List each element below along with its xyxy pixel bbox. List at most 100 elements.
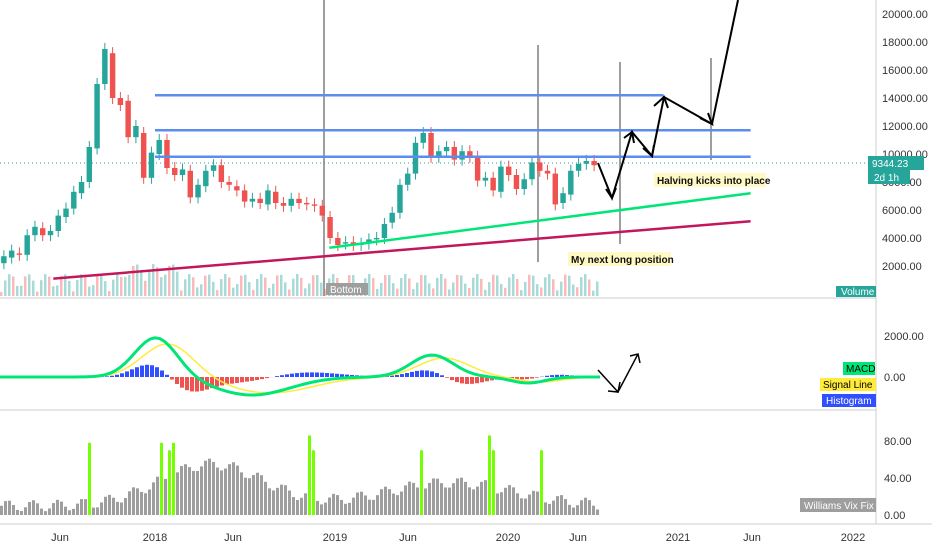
bottom-label: Bottom <box>330 285 362 296</box>
histogram-bar <box>455 377 459 383</box>
vix-bar <box>528 494 531 515</box>
volume-bar <box>216 290 219 296</box>
candle-body <box>117 98 124 105</box>
volume-bar <box>136 264 139 296</box>
histogram-bar <box>330 373 334 377</box>
vix-bar <box>52 503 55 515</box>
vix-bar <box>264 481 267 515</box>
vix-bar <box>268 488 271 515</box>
histogram-bar <box>165 374 169 377</box>
volume-bar <box>520 290 523 296</box>
histogram-bar <box>545 375 549 377</box>
histogram-bar <box>345 374 349 377</box>
candles <box>1 43 597 270</box>
vix-bar <box>468 487 471 515</box>
vix-bar <box>568 504 571 515</box>
histogram-bar <box>515 377 519 380</box>
volume-bar <box>276 275 279 296</box>
candle-body <box>172 168 178 175</box>
vix-bar <box>488 435 491 515</box>
candle-body <box>560 193 566 203</box>
vix-bar <box>280 484 283 515</box>
histogram-bar <box>280 375 284 377</box>
vix-bar <box>452 483 455 515</box>
volume-bar <box>596 281 599 296</box>
volume-bar <box>140 271 143 296</box>
time-tick-label: Jun <box>399 532 417 544</box>
volume-bar <box>320 282 323 296</box>
volume-bar <box>152 264 155 296</box>
volume-bar <box>172 264 175 296</box>
volume-bar <box>36 291 39 296</box>
volume-bar <box>544 277 547 296</box>
volume-bar <box>468 288 471 296</box>
volume-bar <box>384 275 387 296</box>
volume-bar <box>164 274 167 296</box>
candle-body <box>140 133 147 178</box>
macd-projection <box>597 353 641 394</box>
candle-body <box>537 162 543 171</box>
vix-bar <box>304 493 307 515</box>
volume-bar <box>248 282 251 296</box>
vix-bar <box>400 491 403 515</box>
vix-bar <box>64 506 67 515</box>
vix-bar <box>108 494 111 515</box>
histogram-bar <box>110 375 114 377</box>
vix-bar <box>292 497 295 515</box>
volume-bar <box>492 274 495 296</box>
candle-body <box>373 238 380 240</box>
histogram-bar <box>390 375 394 377</box>
vix-bar <box>252 475 255 515</box>
volume-bar <box>296 274 299 296</box>
volume-bar <box>12 276 15 296</box>
volume-bar <box>244 274 247 296</box>
vix-bar <box>480 481 483 515</box>
volume-bar <box>16 285 19 296</box>
vix-bar <box>136 488 139 515</box>
candle-body <box>412 142 419 174</box>
vix-bar <box>392 493 395 515</box>
arrowhead <box>607 381 621 393</box>
candle-body <box>327 217 333 238</box>
arrowhead <box>653 95 669 109</box>
volume-bar <box>312 275 315 296</box>
trend-lines <box>53 93 751 280</box>
candle-body <box>436 151 442 157</box>
vix-bar <box>448 487 451 515</box>
last-price-tag <box>868 156 924 170</box>
vix-bar <box>40 508 43 515</box>
histogram-bar <box>320 372 324 377</box>
vix-bar <box>144 493 147 515</box>
vix-bar <box>308 435 311 515</box>
macd-tick-label: 2000.00 <box>884 331 924 343</box>
histogram-bar <box>265 377 269 379</box>
volume-bar <box>368 274 371 296</box>
histogram-bar <box>520 377 524 380</box>
vix-bar <box>384 486 387 515</box>
histogram-bar <box>260 377 264 380</box>
candle-body <box>179 169 186 175</box>
vix-bar <box>524 498 527 515</box>
volume-bar <box>412 289 415 296</box>
bottom-label-bg <box>326 283 368 295</box>
vix-bar <box>428 482 431 515</box>
candle-body <box>451 147 458 160</box>
candle-body <box>195 184 201 198</box>
vix-bar <box>516 493 519 515</box>
candle-body <box>311 204 318 206</box>
last-price-value: 9344.23 <box>872 159 909 170</box>
candle-body <box>405 173 411 185</box>
vix-bars <box>0 435 599 515</box>
candle-body <box>583 161 590 164</box>
macd-tick-label: 0.00 <box>884 372 905 384</box>
arrowhead <box>699 112 714 127</box>
vix-bar <box>116 501 119 515</box>
vix-bar <box>120 502 123 515</box>
histogram-bar <box>555 374 559 377</box>
vix-bar <box>380 489 383 515</box>
histogram-bar <box>410 371 414 377</box>
candle-body <box>234 186 240 191</box>
histogram-bar <box>440 375 444 377</box>
candle-body <box>443 147 450 152</box>
candle-body <box>102 49 108 84</box>
